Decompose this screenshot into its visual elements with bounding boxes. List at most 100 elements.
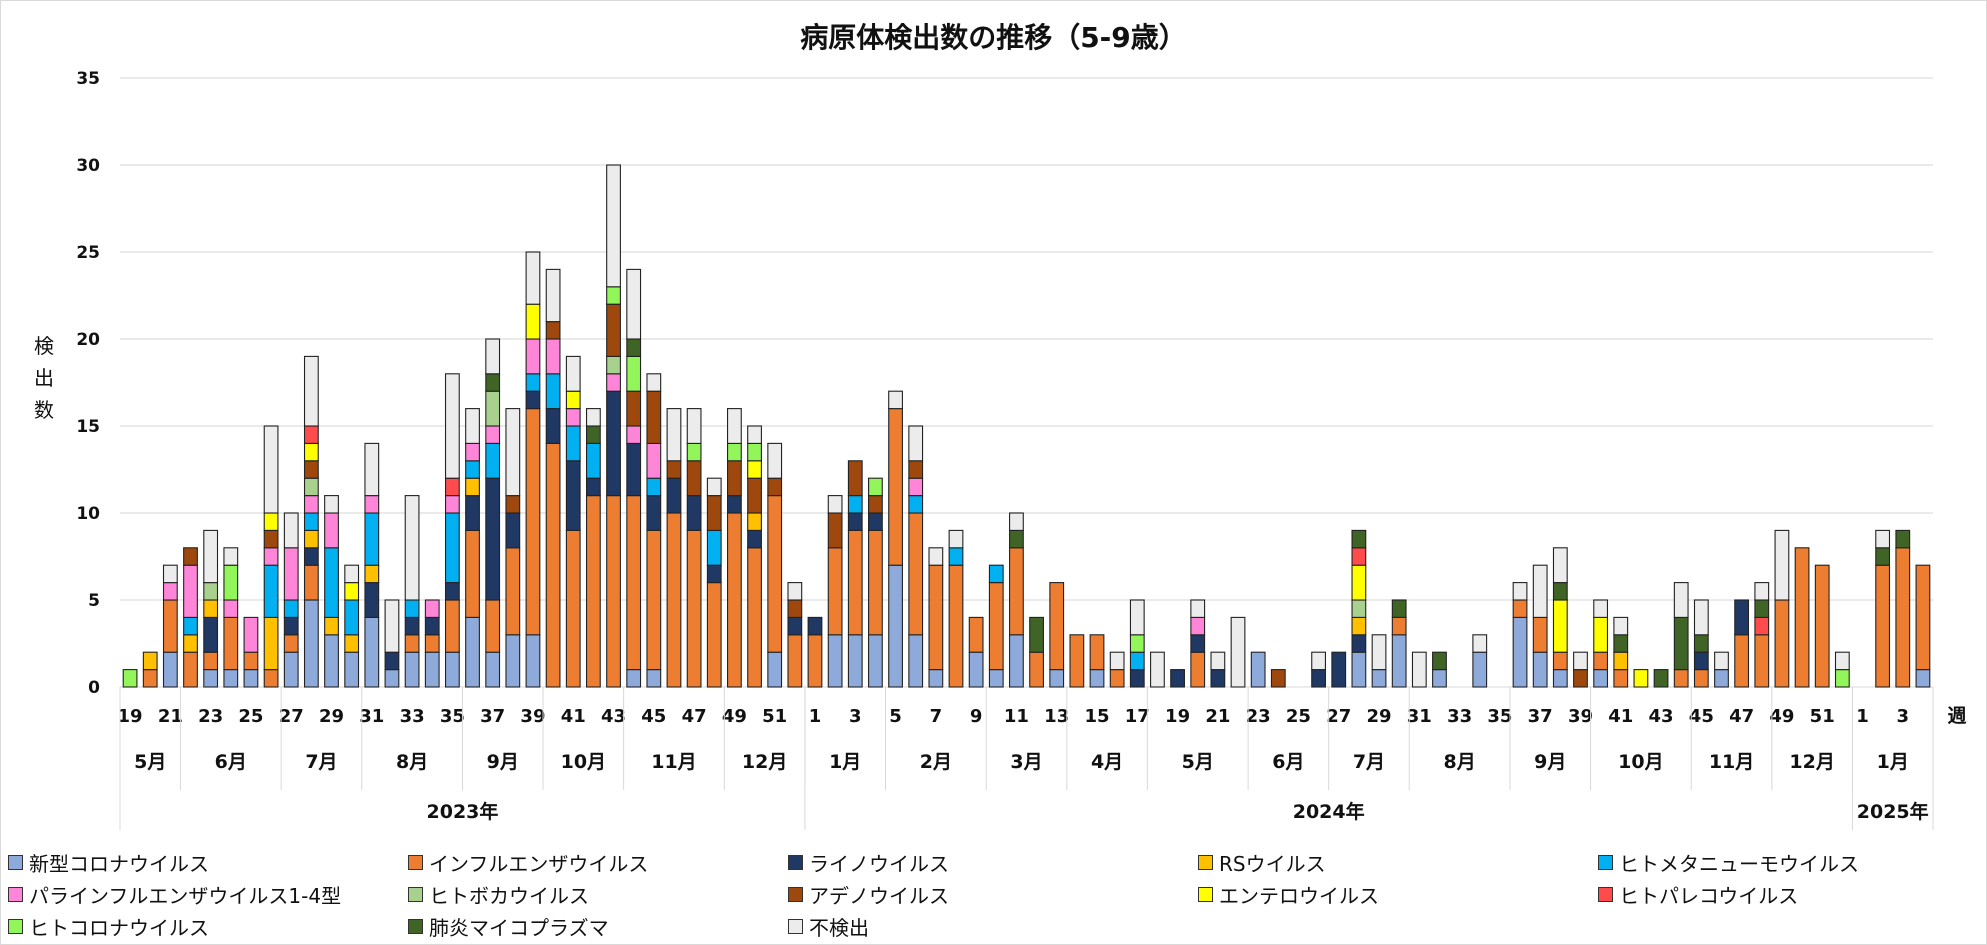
bar-segment — [847, 460, 863, 497]
bar-segment — [324, 616, 339, 636]
bar-segment — [344, 634, 360, 653]
bar-segment — [162, 582, 178, 601]
x-month-label: 7月 — [305, 751, 337, 773]
bar-segment — [545, 373, 561, 410]
bar-segment — [444, 582, 460, 601]
bar-segment — [364, 442, 380, 497]
bar-segment — [1774, 599, 1790, 688]
bar-segment — [1613, 616, 1629, 636]
y-axis-label-char: 検 — [34, 334, 54, 358]
bar-segment — [1532, 564, 1548, 618]
bar-segment — [303, 425, 319, 444]
x-month-label: 5月 — [134, 751, 166, 773]
bar-segment — [1472, 651, 1488, 688]
bar-segment — [948, 547, 964, 566]
bar-segment — [706, 495, 722, 531]
bar-segment — [485, 599, 501, 653]
bar-segment — [485, 651, 501, 688]
bar-segment — [525, 251, 541, 305]
bar-segment — [1915, 669, 1931, 688]
y-tick-label: 0 — [88, 678, 100, 698]
bar-segment — [827, 512, 843, 549]
bar-segment — [545, 442, 561, 688]
bar-segment — [545, 408, 561, 444]
bar-segment — [303, 599, 319, 688]
bar-segment — [1371, 669, 1387, 688]
legend-label: 肺炎マイコプラズマ — [429, 916, 609, 940]
bar-segment — [223, 669, 239, 688]
bar-segment — [1029, 616, 1044, 653]
legend-label: ヒトパレコウイルス — [1619, 884, 1799, 908]
bar-segment — [1170, 669, 1185, 688]
bar-segment — [1754, 616, 1770, 636]
bar-segment — [787, 582, 803, 601]
bar-segment — [283, 547, 299, 601]
bar-segment — [1351, 651, 1367, 688]
x-month-label: 4月 — [1091, 751, 1123, 773]
bar-segment — [666, 460, 682, 479]
bar-segment — [1230, 616, 1246, 688]
bar-segment — [303, 564, 319, 601]
x-week-label: 31 — [1407, 706, 1432, 727]
bar-segment — [183, 564, 198, 618]
bar-segment — [1210, 651, 1226, 671]
bar-segment — [626, 338, 642, 357]
bar-segment — [646, 373, 662, 392]
x-week-label: 21 — [158, 706, 183, 727]
bar-segment — [847, 529, 863, 636]
legend-swatch — [408, 919, 423, 934]
bar-segment — [1432, 669, 1447, 688]
x-week-label: 23 — [198, 706, 223, 727]
bar-segment — [948, 529, 964, 549]
bar-segment — [525, 338, 541, 375]
bar-segment — [1351, 564, 1367, 601]
legend-swatch — [8, 919, 23, 934]
bar-segment — [283, 634, 299, 653]
bar-segment — [303, 355, 319, 427]
legend-swatch — [788, 919, 803, 934]
bar-segment — [646, 529, 662, 671]
bar-segment — [1573, 651, 1588, 671]
bar-segment — [1351, 616, 1367, 636]
y-axis-label: 検出数 — [30, 330, 58, 426]
bar-segment — [1351, 547, 1367, 566]
bar-segment — [465, 529, 480, 618]
bar-segment — [626, 390, 642, 427]
x-axis-unit-label: 週 — [1947, 705, 1966, 727]
legend-label: 不検出 — [809, 916, 869, 940]
bar-segment — [565, 355, 581, 392]
bar-segment — [324, 495, 339, 514]
bar-segment — [424, 599, 440, 618]
bar-segment — [585, 495, 601, 688]
bar-segment — [747, 529, 762, 549]
bar-segment — [1371, 634, 1387, 671]
bar-segment — [1593, 651, 1609, 671]
bar-segment — [666, 477, 682, 514]
bar-segment — [444, 495, 460, 514]
x-week-label: 49 — [1769, 706, 1794, 727]
bar-segment — [1552, 669, 1568, 688]
bar-segment — [384, 651, 400, 671]
bar-segment — [545, 321, 561, 340]
bar-segment — [787, 599, 803, 618]
bar-segment — [1552, 599, 1568, 653]
bar-segment — [1129, 599, 1145, 636]
bar-segment — [948, 564, 964, 688]
bar-segment — [1351, 529, 1367, 549]
bar-segment — [787, 616, 803, 636]
x-week-label: 25 — [1286, 706, 1311, 727]
bar-segment — [525, 634, 541, 688]
bar-segment — [505, 495, 521, 514]
bar-segment — [203, 651, 219, 671]
x-month-label: 8月 — [396, 751, 428, 773]
bar-segment — [585, 477, 601, 497]
bar-segment — [1875, 564, 1891, 688]
bar-segment — [686, 495, 702, 531]
bar-segment — [1734, 634, 1750, 688]
bar-segment — [585, 425, 601, 444]
bar-segment — [1754, 634, 1770, 688]
bar-segment — [263, 512, 279, 531]
bar-segment — [1129, 634, 1145, 653]
bar-segment — [142, 651, 158, 671]
bar-segment — [988, 669, 1004, 688]
